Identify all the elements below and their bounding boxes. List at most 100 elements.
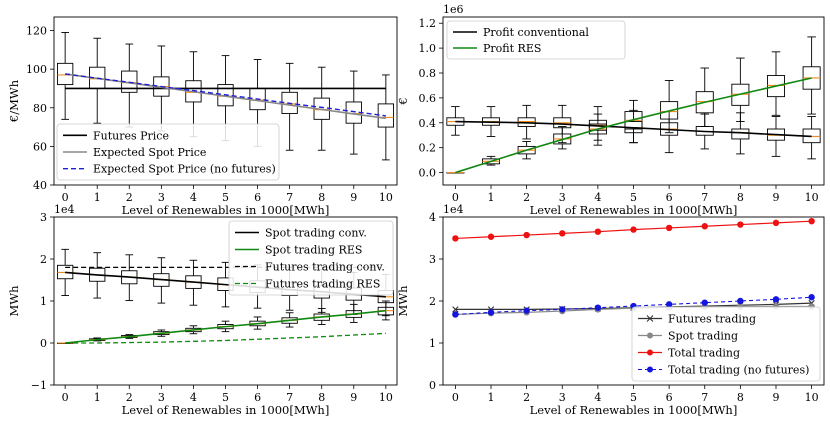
box-plot <box>731 57 750 122</box>
x-tick-label: 3 <box>158 191 165 204</box>
legend-label: Profit conventional <box>483 26 589 39</box>
y-tick-label: 40 <box>33 179 47 192</box>
x-tick-label: 1 <box>94 191 101 204</box>
series-line <box>65 332 386 344</box>
chart-total-trading: 0 1 2 3 4 0 1 2 3 4 5 6 7 8 9 10 Level of Renewables in … <box>396 203 825 417</box>
x-axis-label: Level of Renewables in 1000[MWh] <box>122 403 330 417</box>
plot-frame <box>53 16 398 186</box>
series-line <box>455 120 812 138</box>
x-tick-label: 4 <box>594 191 601 204</box>
y-tick-label: 100 <box>26 63 47 76</box>
y-tick-label: 1 <box>429 337 436 350</box>
y-tick-label: 2 <box>40 253 47 266</box>
data-point <box>772 296 780 303</box>
x-tick-label: 9 <box>350 191 357 204</box>
box-plot <box>766 116 785 157</box>
legend-label: Profit RES <box>483 42 541 55</box>
y-tick-label: 0.4 <box>419 117 437 130</box>
x-tick-label: 9 <box>350 391 357 404</box>
data-point <box>559 306 566 313</box>
x-tick-label: 10 <box>805 191 819 204</box>
x-tick-label: 10 <box>379 391 393 404</box>
legend-box <box>631 306 821 382</box>
legend-label: Expected Spot Price <box>93 146 206 159</box>
y-tick-label: 0.2 <box>419 142 437 155</box>
y-tick-label: −1 <box>31 379 47 392</box>
data-point <box>701 299 708 306</box>
x-tick-label: 7 <box>286 391 293 404</box>
x-tick-label: 3 <box>559 391 566 404</box>
data-point <box>559 230 566 237</box>
plot-frame <box>442 16 825 186</box>
x-axis-label: Level of Renewables in 1000[MWh] <box>530 203 738 217</box>
x-tick-label: 6 <box>666 191 673 204</box>
legend-box <box>446 20 626 60</box>
x-tick-label: 6 <box>254 391 261 404</box>
legend: Spot trading conv. Spot trading RES Future… <box>228 220 394 296</box>
data-point <box>523 231 530 239</box>
legend-label: Spot trading <box>668 330 738 343</box>
box-body <box>660 101 679 120</box>
box-plot <box>695 67 714 127</box>
axis-exponent: 1e4 <box>54 203 75 216</box>
data-point <box>487 233 495 240</box>
box-plot <box>802 36 821 115</box>
y-tick-label: 3 <box>40 211 47 224</box>
y-tick-label: 0.6 <box>419 92 437 105</box>
box-body <box>731 128 750 140</box>
x-tick-label: 6 <box>666 391 673 404</box>
legend-marker <box>647 366 653 373</box>
data-point <box>772 219 780 227</box>
series-line <box>65 73 386 117</box>
data-point <box>594 228 602 235</box>
x-tick-label: 0 <box>452 191 459 204</box>
y-axis-label: MWh <box>7 285 21 317</box>
x-axis-label: Level of Renewables in 1000[MWh] <box>530 403 738 417</box>
box-body <box>731 83 750 106</box>
series-line <box>65 73 386 120</box>
x-tick-label: 2 <box>523 391 530 404</box>
chart-profits: 0.0 0.2 0.4 0.6 0.8 1.0 1.2 0 1 2 3 4 5 6 7 8 9 10 Level o… <box>396 3 825 217</box>
data-point <box>737 297 744 305</box>
box-plot <box>281 62 298 151</box>
legend-marker <box>646 315 654 322</box>
x-tick-label: 6 <box>254 191 261 204</box>
legend: Profit conventional Profit RES <box>446 20 626 60</box>
y-tick-label: 0.8 <box>419 67 437 80</box>
plot-frame <box>442 216 825 386</box>
data-point <box>452 235 459 242</box>
legend-label: Total trading (no futures) <box>668 364 809 377</box>
y-tick-label: 4 <box>429 211 436 224</box>
chart-prices: 40 60 80 100 120 0 1 2 3 4 5 6 7 8 9 10 Level of Renewab… <box>7 16 398 217</box>
x-tick-label: 0 <box>62 191 69 204</box>
data-point <box>630 226 637 233</box>
y-axis-label: €/MWh <box>7 79 21 123</box>
series-line <box>65 309 386 344</box>
y-tick-label: 0.0 <box>419 167 437 180</box>
x-tick-label: 8 <box>737 191 744 204</box>
box-plot <box>121 43 138 128</box>
y-tick-label: 80 <box>33 102 47 115</box>
x-tick-label: 7 <box>701 191 708 204</box>
x-tick-label: 2 <box>523 191 530 204</box>
y-axis-label: € <box>396 97 410 105</box>
x-tick-label: 5 <box>630 191 637 204</box>
y-tick-label: 0 <box>429 379 436 392</box>
x-tick-label: 8 <box>318 191 325 204</box>
axis-exponent: 1e4 <box>443 203 464 216</box>
y-axis-label: MWh <box>396 285 410 317</box>
x-tick-label: 10 <box>379 191 393 204</box>
y-tick-label: 1 <box>40 295 47 308</box>
legend-marker <box>647 332 653 339</box>
legend: Futures trading Spot trading Total trading… <box>631 306 821 382</box>
x-tick-label: 3 <box>559 191 566 204</box>
x-tick-label: 4 <box>594 391 601 404</box>
plot-frame <box>53 216 398 386</box>
legend-marker <box>647 349 653 356</box>
x-tick-label: 4 <box>190 191 197 204</box>
x-tick-label: 8 <box>737 391 744 404</box>
x-tick-label: 3 <box>158 391 165 404</box>
y-tick-label: 0 <box>40 337 47 350</box>
box-body <box>695 91 714 114</box>
